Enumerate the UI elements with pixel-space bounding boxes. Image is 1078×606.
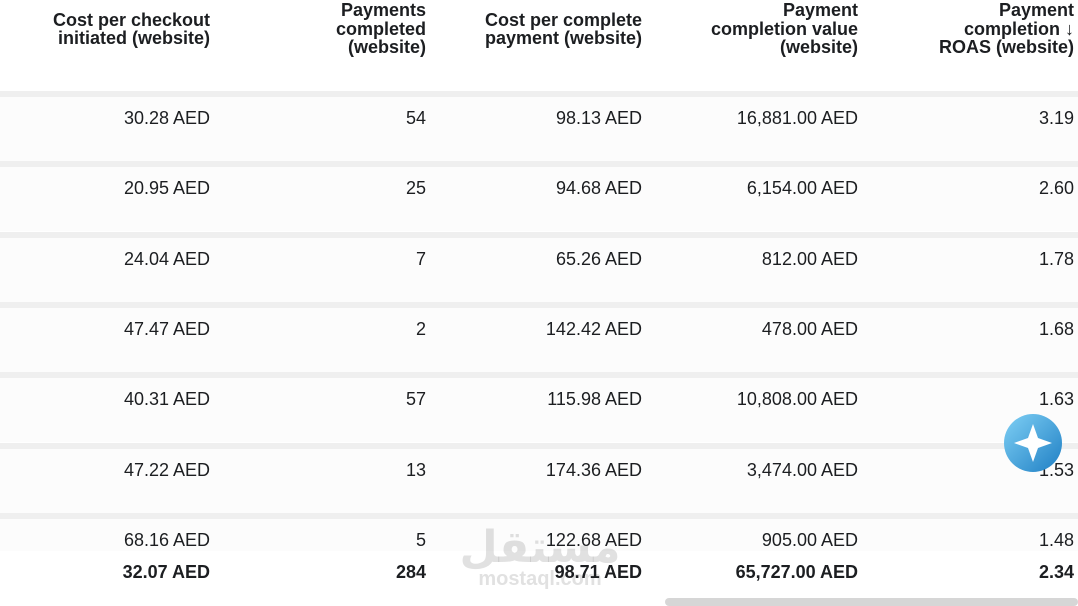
row-separator xyxy=(0,512,1078,519)
row-background xyxy=(0,97,1078,161)
column-header[interactable]: ROAS (website) xyxy=(938,37,1074,58)
table-cell: 1.68 xyxy=(1038,318,1074,339)
table-cell: 5 xyxy=(415,529,426,550)
table-cell: 1.78 xyxy=(1038,248,1074,269)
table-cell: 1.63 xyxy=(1038,389,1074,410)
table-cell: 20.95 AED xyxy=(123,178,210,199)
total-row-background xyxy=(0,551,1078,604)
table-cell: 25 xyxy=(405,178,426,199)
table-cell: 2 xyxy=(415,318,426,339)
table-cell: 47.22 AED xyxy=(123,459,210,480)
column-header[interactable]: (website) xyxy=(347,37,426,58)
table-cell: 94.68 AED xyxy=(555,178,642,199)
table-cell: 3.19 xyxy=(1038,108,1074,128)
row-separator xyxy=(0,442,1078,449)
row-separator xyxy=(0,372,1078,379)
table-cell: 30.28 AED xyxy=(123,108,210,128)
row-separator xyxy=(0,161,1078,168)
row-separator xyxy=(0,231,1078,238)
table-cell: 478.00 AED xyxy=(761,318,858,339)
row-background xyxy=(0,237,1078,302)
column-header[interactable]: Cost per complete xyxy=(484,9,642,30)
row-separator xyxy=(0,301,1078,308)
assistant-button[interactable] xyxy=(1002,412,1066,476)
table-cell: 3,474.00 AED xyxy=(746,459,858,480)
row-background xyxy=(0,448,1078,513)
table-cell: 68.16 AED xyxy=(123,529,210,550)
column-header[interactable]: completed xyxy=(335,18,426,39)
column-header[interactable]: Payments xyxy=(340,0,426,21)
table-cell: 115.98 AED xyxy=(547,389,642,410)
column-header[interactable]: (website) xyxy=(779,37,858,58)
table-cell: 142.42 AED xyxy=(545,318,642,339)
column-header[interactable]: completion value xyxy=(710,18,858,39)
table-cell: 1.48 xyxy=(1038,529,1074,550)
table-cell: 57 xyxy=(405,389,426,410)
watermark-arabic: مستقل xyxy=(459,523,621,572)
total-cell: 32.07 AED xyxy=(122,562,210,582)
table-cell: 6,154.00 AED xyxy=(746,178,858,199)
row-background xyxy=(0,167,1078,232)
row-background xyxy=(0,307,1078,372)
star-icon xyxy=(1014,424,1052,462)
table-cell: 16,881.00 AED xyxy=(736,108,858,128)
table-cell: 47.47 AED xyxy=(123,318,210,339)
column-header[interactable]: Payment xyxy=(782,0,858,21)
table-cell: 65.26 AED xyxy=(555,248,642,269)
column-header[interactable]: initiated (website) xyxy=(57,28,210,48)
table-cell: 54 xyxy=(405,108,426,128)
column-header[interactable]: Cost per checkout xyxy=(52,9,210,30)
table-cell: 174.36 AED xyxy=(545,459,642,480)
table-cell: 98.13 AED xyxy=(555,108,642,128)
watermark-latin: mostaql.com xyxy=(478,568,602,590)
table-cell: 122.68 AED xyxy=(545,529,642,550)
column-header[interactable]: Payment xyxy=(998,0,1074,21)
total-cell: 98.71 AED xyxy=(554,562,642,582)
row-separator xyxy=(0,91,1078,97)
table-cell: 812.00 AED xyxy=(761,248,858,269)
table-cell: 24.04 AED xyxy=(123,248,210,269)
table-cell: 905.00 AED xyxy=(761,529,858,550)
table-cell: 40.31 AED xyxy=(123,389,210,410)
table-cell: 2.60 xyxy=(1038,178,1074,199)
table-cell: 10,808.00 AED xyxy=(736,389,858,410)
total-cell: 284 xyxy=(395,562,426,582)
total-cell: 65,727.00 AED xyxy=(735,562,858,582)
column-header[interactable]: payment (website) xyxy=(484,28,642,48)
row-background xyxy=(0,378,1078,443)
scrollbar[interactable] xyxy=(665,598,1078,606)
column-header[interactable]: completion ↓ xyxy=(963,18,1074,39)
table-cell: 13 xyxy=(405,459,426,480)
total-cell: 2.34 xyxy=(1038,562,1074,582)
table-cell: 7 xyxy=(415,248,426,269)
